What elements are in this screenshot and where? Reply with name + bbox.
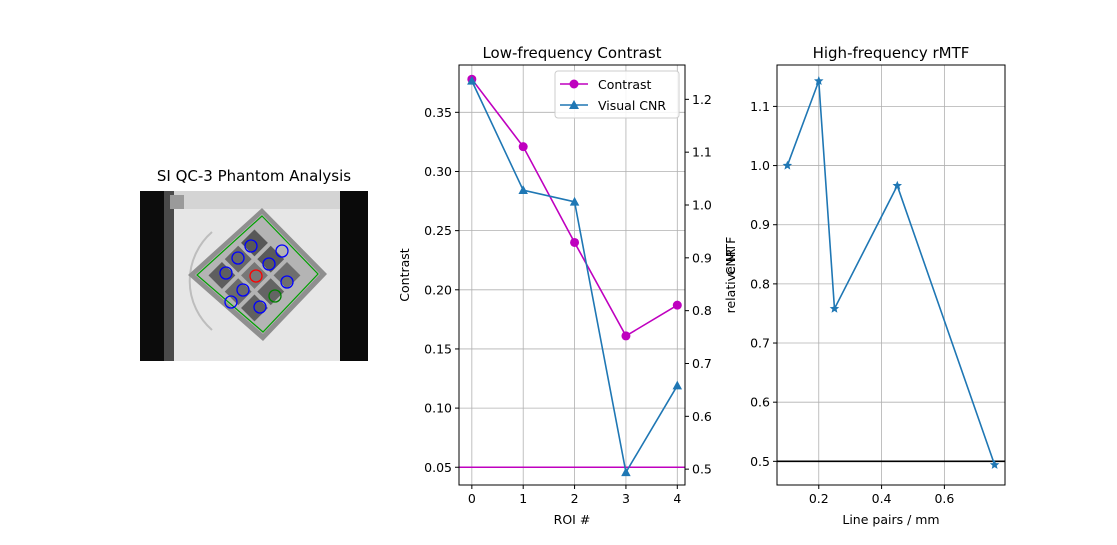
rmtf-point bbox=[782, 160, 793, 170]
rmtf-point bbox=[829, 303, 840, 313]
grid-cell bbox=[241, 229, 268, 257]
y-tick-label: 0.25 bbox=[424, 223, 452, 238]
contrast-grid bbox=[459, 65, 685, 485]
cnr-point bbox=[621, 467, 631, 477]
x-tick-label: 3 bbox=[622, 491, 630, 506]
roi-circle-reference bbox=[249, 269, 263, 283]
roi-circle bbox=[224, 295, 238, 309]
x-tick-label: 4 bbox=[673, 491, 681, 506]
y-tick-label: 0.7 bbox=[750, 336, 770, 351]
rmtf-axes-frame bbox=[776, 64, 1006, 486]
phantom-title: SI QC-3 Phantom Analysis bbox=[157, 167, 351, 185]
cnr-point bbox=[569, 196, 580, 206]
image-dark-edge-left bbox=[140, 191, 164, 361]
contrast-point bbox=[518, 142, 528, 152]
contrast-x-ticks: 0 1 2 3 4 bbox=[468, 485, 681, 506]
rmtf-y-axis-label: relative MTF bbox=[723, 237, 738, 314]
contrast-x-axis-label: ROI # bbox=[554, 512, 591, 527]
y-tick-label: 0.10 bbox=[424, 401, 452, 416]
grid-cell bbox=[257, 245, 285, 273]
y-tick-label: 1.0 bbox=[750, 158, 770, 173]
rmtf-x-axis-label: Line pairs / mm bbox=[842, 512, 939, 527]
cnr-point bbox=[467, 75, 477, 85]
cnr-tick-label: 1.0 bbox=[692, 198, 712, 213]
legend-box bbox=[554, 70, 680, 119]
roi-circle bbox=[275, 244, 289, 258]
contrast-axes-frame bbox=[458, 64, 686, 486]
rmtf-point bbox=[814, 76, 824, 85]
x-tick-label: 1 bbox=[519, 491, 527, 506]
rmtf-grid bbox=[777, 65, 1005, 485]
legend-label-cnr: Visual CNR bbox=[598, 98, 666, 113]
phantom-rois bbox=[219, 239, 294, 314]
x-tick-label: 0.4 bbox=[872, 491, 892, 506]
rmtf-y-ticks: 0.5 0.6 0.7 0.8 0.9 1.0 1.1 bbox=[750, 99, 777, 469]
roi-circle bbox=[280, 275, 294, 289]
cnr-y-ticks: 0.5 0.6 0.7 0.8 0.9 1.0 1.1 1.2 bbox=[685, 92, 712, 477]
contrast-marks bbox=[459, 74, 685, 477]
cnr-y-axis-label: CNR bbox=[723, 248, 738, 275]
roi-circle bbox=[236, 283, 250, 297]
cnr-tick-label: 1.2 bbox=[692, 92, 712, 107]
rmtf-point bbox=[892, 180, 902, 190]
legend-entry-cnr: Visual CNR bbox=[560, 98, 666, 113]
phantom-outline bbox=[196, 215, 319, 333]
rmtf-x-ticks: 0.2 0.4 0.6 bbox=[809, 485, 954, 506]
contrast-point bbox=[570, 237, 580, 247]
cnr-tick-label: 0.6 bbox=[692, 409, 712, 424]
roi-circle bbox=[231, 251, 245, 265]
cnr-tick-label: 1.1 bbox=[692, 145, 712, 160]
y-tick-label: 0.8 bbox=[750, 276, 770, 291]
rmtf-point bbox=[989, 459, 1000, 469]
phantom-image bbox=[140, 191, 368, 361]
y-tick-label: 1.1 bbox=[750, 99, 770, 114]
cnr-point bbox=[672, 380, 683, 390]
cnr-tick-label: 0.5 bbox=[692, 462, 712, 477]
contrast-point bbox=[672, 300, 682, 310]
y-tick-label: 0.30 bbox=[424, 164, 452, 179]
roi-circle bbox=[262, 257, 276, 271]
cnr-tick-label: 0.9 bbox=[692, 250, 712, 265]
rmtf-chart-title: High-frequency rMTF bbox=[813, 44, 970, 62]
roi-circle bbox=[253, 300, 267, 314]
legend-marker-cnr bbox=[569, 100, 579, 109]
grid-cell bbox=[241, 261, 268, 289]
cnr-point bbox=[518, 185, 528, 194]
roi-circle-background bbox=[268, 289, 282, 303]
phantom-shadow-arc bbox=[188, 231, 213, 331]
y-tick-label: 0.35 bbox=[424, 105, 452, 120]
image-bracket bbox=[170, 195, 184, 209]
image-left-gradient bbox=[164, 191, 174, 361]
contrast-chart-title: Low-frequency Contrast bbox=[482, 44, 661, 62]
contrast-y-axis-label: Contrast bbox=[397, 248, 412, 302]
x-tick-label: 0 bbox=[468, 491, 476, 506]
legend-marker-contrast bbox=[569, 79, 579, 89]
y-tick-label: 0.5 bbox=[750, 454, 770, 469]
cnr-tick-label: 0.8 bbox=[692, 303, 712, 318]
image-dark-edge-right bbox=[340, 191, 368, 361]
contrast-y-ticks: 0.05 0.10 0.15 0.20 0.25 0.30 0.35 bbox=[424, 105, 459, 475]
phantom-panel: SI QC-3 Phantom Analysis bbox=[140, 167, 368, 361]
rmtf-panel: High-frequency rMTF 0.2 0.4 0.6 0.50.60.70… bbox=[723, 44, 1006, 527]
roi-circle bbox=[219, 266, 233, 280]
x-tick-label: 0.6 bbox=[934, 491, 954, 506]
legend-entry-contrast: Contrast bbox=[560, 77, 652, 92]
phantom-grid-cells bbox=[208, 229, 301, 322]
x-tick-label: 0.2 bbox=[809, 491, 829, 506]
image-top-band bbox=[174, 191, 340, 209]
y-tick-label: 0.15 bbox=[424, 341, 452, 356]
contrast-legend: Contrast Visual CNR bbox=[554, 70, 680, 119]
contrast-panel: Low-frequency Contrast 0 1 2 3 4 0.05 0.10 0.1… bbox=[397, 44, 738, 527]
y-tick-label: 0.9 bbox=[750, 217, 770, 232]
y-tick-label: 0.05 bbox=[424, 460, 452, 475]
x-tick-label: 2 bbox=[571, 491, 579, 506]
y-tick-label: 0.20 bbox=[424, 282, 452, 297]
roi-circle bbox=[244, 239, 258, 253]
contrast-point bbox=[621, 331, 631, 341]
cnr-tick-label: 0.7 bbox=[692, 356, 712, 371]
legend-label-contrast: Contrast bbox=[598, 77, 652, 92]
y-tick-label: 0.6 bbox=[750, 395, 770, 410]
rmtf-marks bbox=[777, 76, 1005, 469]
